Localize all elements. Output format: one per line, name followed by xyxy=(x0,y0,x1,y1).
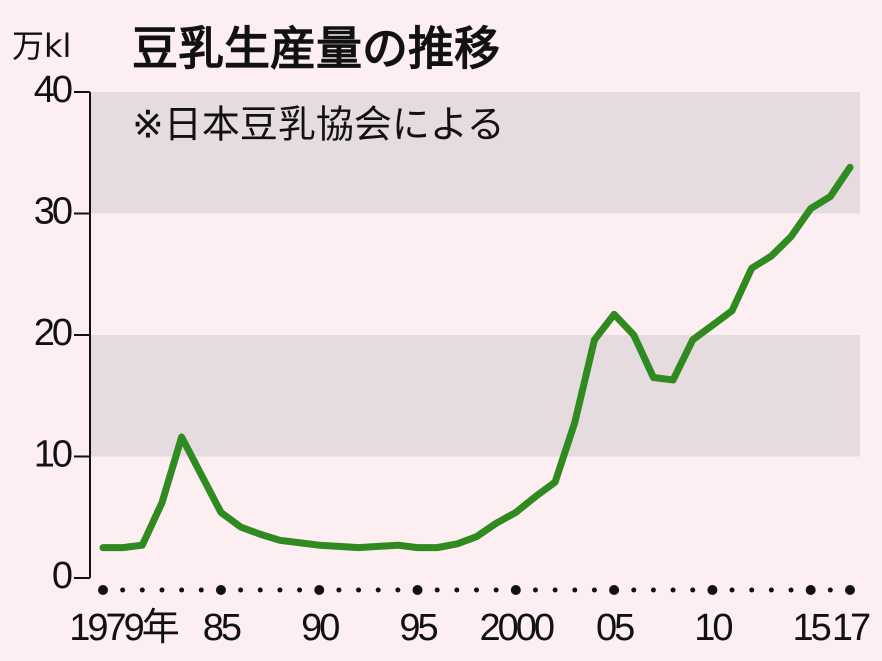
x-tick-label: 2000 xyxy=(480,607,554,649)
x-minor-tick xyxy=(572,587,578,593)
x-minor-tick xyxy=(552,587,558,593)
chart-title: 豆乳生産量の推移 xyxy=(132,22,500,76)
x-minor-tick xyxy=(690,587,696,593)
x-minor-tick xyxy=(257,587,263,593)
x-tick xyxy=(510,585,521,595)
y-axis-label: 万kl xyxy=(12,27,71,65)
x-tick xyxy=(98,585,108,595)
x-minor-tick xyxy=(631,587,637,593)
x-minor-tick xyxy=(670,587,676,593)
x-tick-label: 10 xyxy=(694,607,732,649)
x-minor-tick xyxy=(729,587,735,593)
grid-band xyxy=(90,92,860,214)
x-minor-tick xyxy=(474,587,479,593)
x-minor-tick xyxy=(788,587,794,593)
x-tick-label: 17 xyxy=(832,607,870,649)
y-tick-label: 0 xyxy=(52,555,72,597)
y-tick-label: 40 xyxy=(34,69,72,111)
x-minor-tick xyxy=(591,587,597,593)
y-tick-label: 30 xyxy=(34,191,72,233)
x-minor-tick xyxy=(277,587,283,593)
x-minor-tick xyxy=(768,587,774,593)
x-minor-tick xyxy=(650,587,656,593)
x-minor-tick xyxy=(120,587,126,593)
grid-band xyxy=(90,335,860,457)
x-minor-tick xyxy=(395,587,401,593)
x-tick-label: 05 xyxy=(596,607,634,649)
x-minor-tick xyxy=(454,587,460,593)
x-tick xyxy=(412,585,423,595)
x-tick-label: 95 xyxy=(399,607,437,649)
x-minor-tick xyxy=(375,587,381,593)
x-minor-tick xyxy=(356,587,362,593)
x-tick xyxy=(805,585,816,595)
x-minor-tick xyxy=(336,587,342,593)
x-tick xyxy=(609,585,620,595)
x-tick xyxy=(215,585,226,595)
subtitle: ※日本豆乳協会による xyxy=(132,103,505,147)
x-tick-label: 1979年 xyxy=(69,607,179,649)
y-tick-label: 20 xyxy=(34,312,72,354)
y-tick-label: 10 xyxy=(34,434,72,476)
x-tick xyxy=(707,585,718,595)
x-minor-tick xyxy=(532,587,538,593)
x-minor-tick xyxy=(749,587,755,593)
x-minor-tick xyxy=(238,587,244,593)
x-tick-label: 90 xyxy=(301,607,339,649)
x-minor-tick xyxy=(198,587,204,593)
data-line xyxy=(99,163,854,552)
x-minor-tick xyxy=(297,587,303,593)
x-tick-label: 85 xyxy=(203,607,241,649)
x-minor-tick xyxy=(179,587,185,593)
x-minor-tick xyxy=(159,587,165,593)
x-minor-tick xyxy=(139,587,145,593)
x-minor-tick xyxy=(827,587,833,593)
x-tick xyxy=(314,585,325,595)
x-tick-label: 15 xyxy=(793,607,831,649)
x-tick xyxy=(845,585,855,595)
x-minor-tick xyxy=(493,587,499,593)
x-minor-tick xyxy=(434,587,440,593)
